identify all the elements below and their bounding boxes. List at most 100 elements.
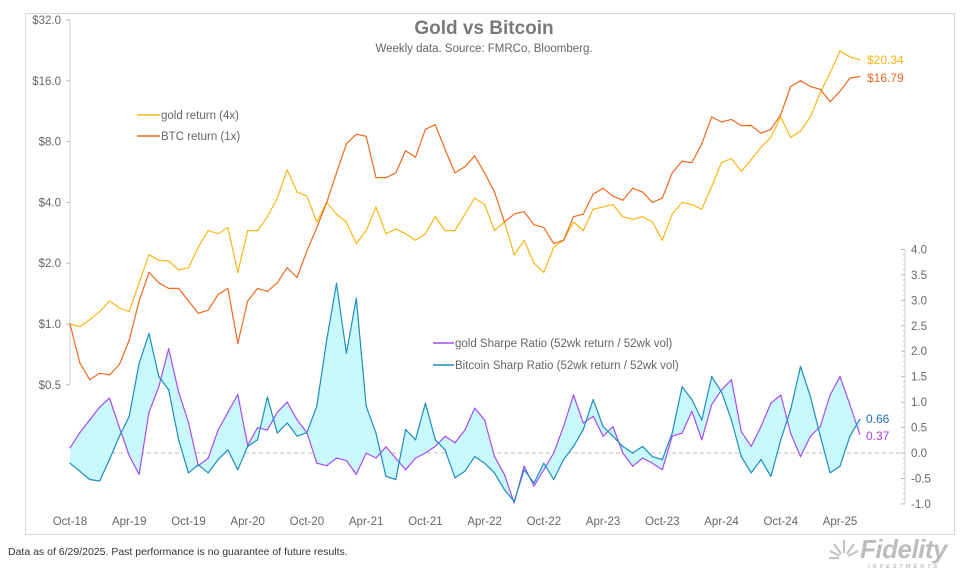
btc-return-point: [237, 342, 239, 345]
x-axis-tick-label: Apr-25: [823, 516, 858, 528]
right-axis-tick-label: 0.5: [911, 423, 927, 435]
btc-sharpe-point: [572, 445, 575, 447]
gold-sharpe-point: [809, 435, 811, 437]
btc-return-point: [355, 133, 357, 135]
btc-sharpe-point: [424, 402, 426, 404]
gold-return-point: [444, 230, 446, 232]
gold-sharpe-point: [326, 465, 328, 467]
btc-return-point: [138, 300, 140, 302]
gold-sharpe-point: [484, 419, 486, 421]
btc-return-point: [464, 166, 466, 168]
btc-return-point: [533, 224, 535, 226]
gold-return-point: [513, 254, 515, 256]
gold-return-point: [256, 230, 259, 232]
btc-return-point: [296, 276, 298, 279]
gold-sharpe-point: [99, 406, 101, 408]
gold-sharpe-point: [207, 457, 209, 459]
gold-return-point: [247, 230, 249, 232]
gold-return-point: [395, 228, 397, 230]
gold-return-point: [89, 319, 91, 321]
gold-sharpe-point: [523, 465, 525, 467]
gold-sharpe-point: [493, 455, 496, 458]
btc-sharpe-point: [385, 475, 387, 478]
gold-sharpe-point: [681, 432, 683, 434]
gold-return-point: [108, 300, 111, 302]
gold-sharpe-point: [701, 439, 703, 441]
right-axis-tick-label: 1.0: [911, 397, 927, 409]
gold-return-point: [158, 259, 160, 261]
btc-sharpe-point: [562, 459, 565, 461]
gold-return-point: [553, 246, 555, 248]
gold-sharpe-point: [543, 469, 545, 471]
gold-sharpe-point: [533, 485, 535, 487]
btc-return-point: [286, 267, 288, 269]
fidelity-sunburst-icon: [829, 540, 859, 563]
x-axis-tick-label: Oct-19: [171, 516, 206, 528]
gold-return-point: [414, 239, 417, 241]
gold-return-point: [345, 221, 348, 223]
btc-return-point: [612, 195, 614, 197]
btc-sharpe-point: [661, 459, 663, 461]
x-axis-tick-label: Oct-21: [408, 516, 443, 528]
gold-sharpe-point: [474, 407, 476, 409]
gold-sharpe-point: [592, 415, 594, 417]
btc-sharpe-point: [454, 477, 456, 479]
gold-return-point: [118, 307, 120, 309]
right-axis-tick-label: 4.0: [911, 244, 927, 256]
btc-return-point: [799, 80, 802, 82]
gold-sharpe-point: [661, 469, 663, 471]
left-axis-tick-label: $16.0: [32, 76, 61, 88]
gold-return-point: [750, 159, 752, 161]
gold-return-point: [849, 56, 851, 58]
btc-return-point: [227, 287, 229, 290]
gold-sharpe-point: [385, 446, 387, 448]
btc-sharpe-point: [730, 419, 733, 421]
btc-sharpe-point: [444, 449, 446, 451]
gold-sharpe-point: [780, 394, 782, 396]
gold-return-point: [316, 221, 318, 223]
left-axis-tick-label: $1.0: [39, 319, 61, 331]
btc-return-point: [256, 287, 259, 290]
gold-return-point: [819, 91, 821, 94]
gold-sharpe-point: [266, 429, 269, 431]
btc-sharpe-point: [582, 428, 584, 431]
btc-sharpe-point: [681, 386, 683, 388]
btc-sharpe-point: [405, 428, 407, 431]
gold-sharpe-point: [89, 419, 91, 421]
gold-return-point: [632, 218, 634, 220]
gold-sharpe-point: [740, 431, 742, 433]
gold-return-point: [365, 230, 367, 232]
btc-return-point: [424, 128, 426, 130]
right-axis-tick-label: 2.0: [911, 346, 927, 358]
btc-return-point: [681, 160, 683, 162]
gold-sharpe-point: [444, 435, 446, 437]
btc-return-point: [247, 300, 249, 302]
btc-sharpe-point: [197, 464, 199, 466]
btc-return-point: [543, 227, 545, 229]
btc-return-point: [651, 201, 654, 203]
gold-sharpe-point: [256, 426, 259, 429]
gold-sharpe-point: [395, 457, 397, 459]
btc-sharpe-point: [750, 472, 752, 474]
btc-sharpe-point: [296, 435, 298, 437]
gold-sharpe-point: [572, 394, 575, 396]
btc-sharpe-point: [79, 470, 81, 472]
gold-sharpe-point: [612, 425, 614, 428]
gold-sharpe-point: [839, 376, 841, 378]
gold-return-point: [839, 50, 841, 52]
gold-sharpe-point: [790, 432, 792, 434]
gold-return-point: [740, 170, 742, 172]
btc-sharpe-point: [89, 478, 91, 481]
btc-return-point: [128, 339, 130, 341]
returns-legend: gold return (4x) BTC return (1x): [137, 110, 240, 143]
x-axis-tick-label: Oct-24: [764, 516, 799, 528]
btc-return-point: [99, 372, 101, 374]
btc-sharpe-point: [859, 418, 861, 421]
btc-return-point: [217, 293, 219, 296]
left-axis-tick-label: $4.0: [39, 197, 61, 209]
gold-return-point: [148, 254, 150, 256]
gold-sharpe-point: [553, 452, 555, 454]
btc-sharpe-point: [326, 339, 328, 341]
gold-sharpe-point: [177, 391, 180, 393]
btc-sharpe-point: [612, 435, 614, 437]
